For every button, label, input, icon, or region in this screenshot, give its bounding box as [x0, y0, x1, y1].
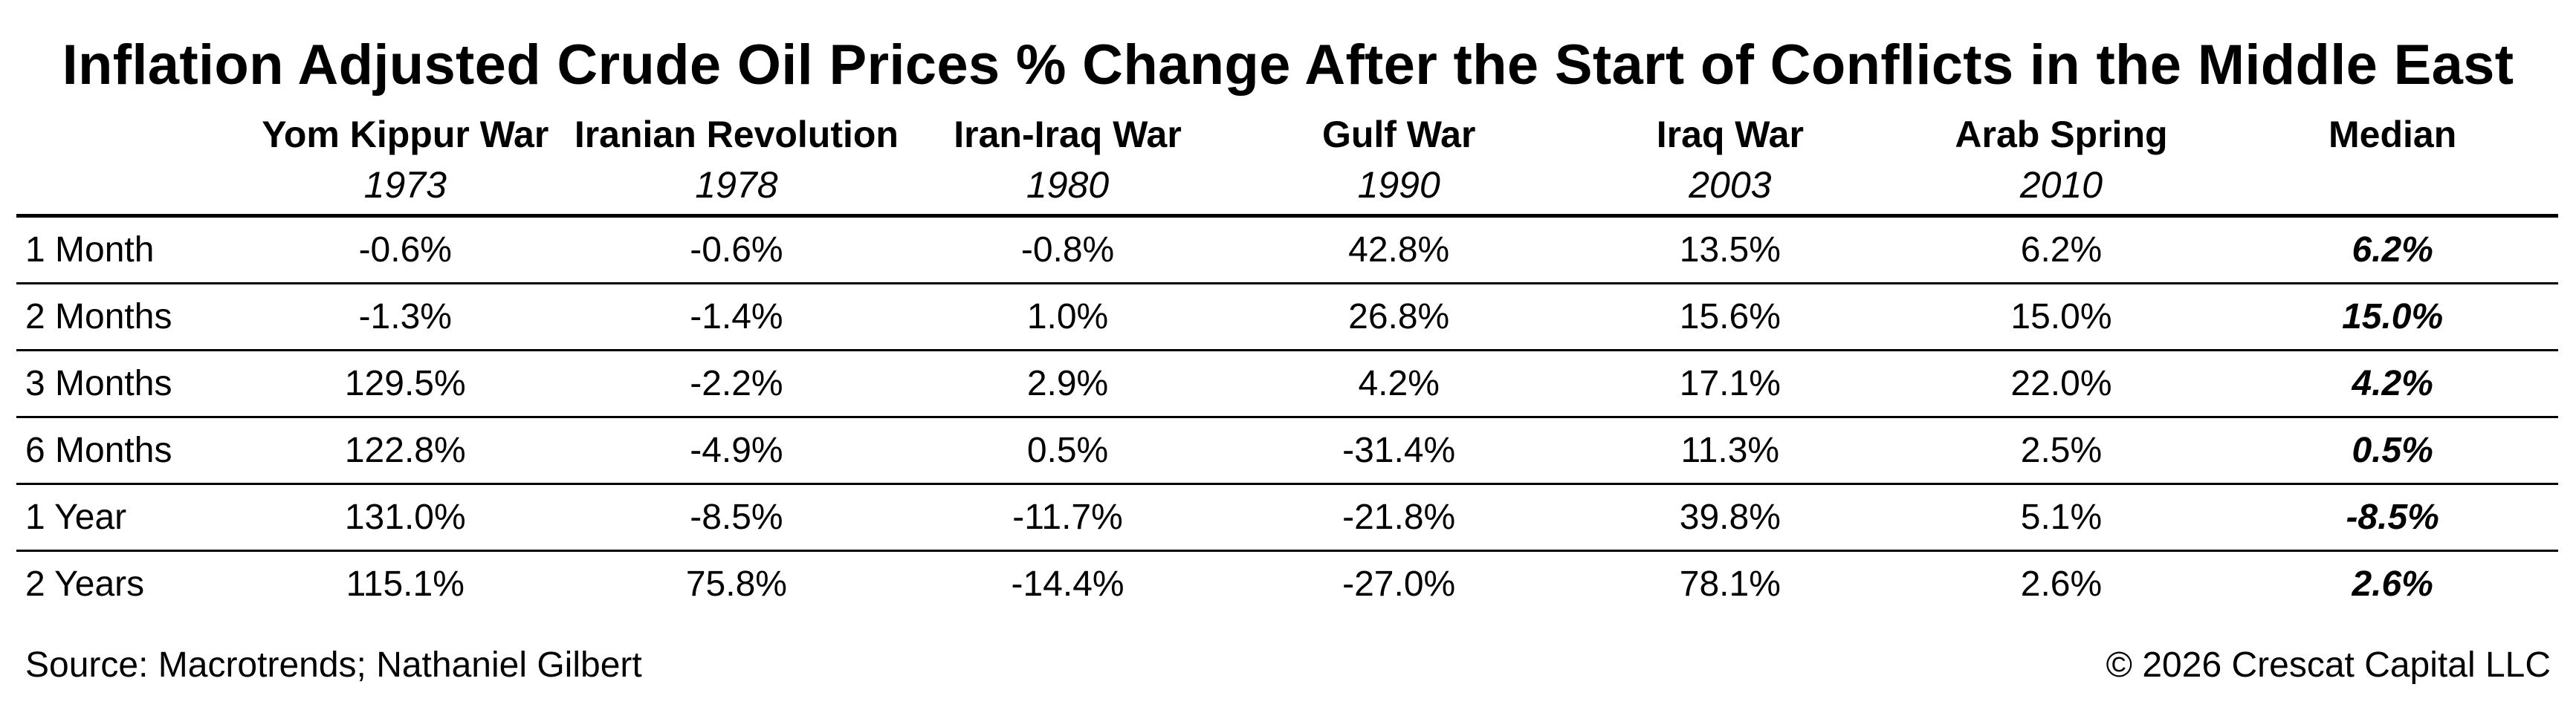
- value-cell: -1.4%: [571, 283, 902, 351]
- value-cell: -27.0%: [1342, 564, 1456, 604]
- table-row: 2 Years 115.1% 75.8% -14.4% -27.0% 78.1% 2.6% 2…: [16, 551, 2558, 617]
- column-header: Iranian Revolution: [574, 114, 899, 155]
- table-row: 3 Months 129.5% -2.2% 2.9% 4.2% 17.1% 22.0% 4.2…: [16, 350, 2558, 418]
- value-cell: 26.8%: [1233, 283, 1564, 351]
- chart-title: Inflation Adjusted Crude Oil Prices % Ch…: [62, 33, 2514, 97]
- data-table: Yom Kippur War Iranian Revolution Iran-I…: [16, 105, 2558, 616]
- row-label: 2 Years: [25, 564, 145, 604]
- column-header-row: Yom Kippur War Iranian Revolution Iran-I…: [16, 105, 2558, 163]
- column-year: [2227, 163, 2558, 218]
- source-note: Source: Macrotrends; Nathaniel Gilbert: [25, 645, 642, 685]
- value-cell: 4.2%: [1233, 350, 1564, 418]
- median-cell: 0.5%: [2227, 417, 2558, 485]
- value-cell: -21.8%: [1233, 484, 1564, 552]
- column-year: 2010: [1895, 163, 2227, 218]
- corner-cell: [16, 163, 240, 218]
- median-cell: 2.6%: [2352, 564, 2433, 604]
- value-cell: -1.3%: [239, 283, 572, 351]
- table-row: 1 Month -0.6% -0.6% -0.8% 42.8% 13.5% 6.2% 6.2%: [16, 215, 2558, 284]
- value-cell: 0.5%: [902, 417, 1234, 485]
- value-cell: -14.4%: [1011, 564, 1124, 604]
- row-label: 2 Months: [16, 283, 240, 351]
- column-header: Median: [2329, 114, 2457, 155]
- column-year: 1990: [1233, 163, 1564, 218]
- value-cell: 6.2%: [1895, 215, 2227, 284]
- table-row: 2 Months -1.3% -1.4% 1.0% 26.8% 15.6% 15.0% 15.…: [16, 283, 2558, 351]
- row-label: 1 Month: [16, 215, 240, 284]
- median-cell: -8.5%: [2227, 484, 2558, 552]
- row-label: 1 Year: [16, 484, 240, 552]
- value-cell: 2.6%: [2020, 564, 2103, 604]
- table-body: 1 Month -0.6% -0.6% -0.8% 42.8% 13.5% 6.2% 6.2%…: [16, 215, 2558, 617]
- table-row: 1 Year 131.0% -8.5% -11.7% -21.8% 39.8% 5.1% -8…: [16, 484, 2558, 552]
- value-cell: -0.8%: [902, 215, 1234, 284]
- column-header: Arab Spring: [1955, 114, 2168, 155]
- value-cell: 17.1%: [1564, 350, 1896, 418]
- median-cell: 15.0%: [2227, 283, 2558, 351]
- corner-cell: [16, 105, 239, 163]
- column-year: 2003: [1564, 163, 1896, 218]
- value-cell: -4.9%: [571, 417, 902, 485]
- value-cell: -0.6%: [571, 215, 902, 284]
- value-cell: 2.5%: [1895, 417, 2227, 485]
- value-cell: 42.8%: [1233, 215, 1564, 284]
- column-header: Yom Kippur War: [262, 114, 549, 155]
- column-year: 1980: [902, 163, 1234, 218]
- value-cell: 15.0%: [1895, 283, 2227, 351]
- table-row: 6 Months 122.8% -4.9% 0.5% -31.4% 11.3% 2.5% 0.…: [16, 417, 2558, 485]
- copyright-note: © 2026 Crescat Capital LLC: [2106, 645, 2551, 685]
- median-cell: 6.2%: [2227, 215, 2558, 284]
- value-cell: -8.5%: [571, 484, 902, 552]
- value-cell: 5.1%: [1895, 484, 2227, 552]
- value-cell: 115.1%: [346, 564, 465, 604]
- value-cell: 1.0%: [902, 283, 1234, 351]
- value-cell: 75.8%: [685, 564, 787, 604]
- value-cell: 15.6%: [1564, 283, 1896, 351]
- value-cell: 13.5%: [1564, 215, 1896, 284]
- value-cell: 122.8%: [239, 417, 572, 485]
- value-cell: -0.6%: [239, 215, 572, 284]
- value-cell: -31.4%: [1233, 417, 1564, 485]
- value-cell: 22.0%: [1895, 350, 2227, 418]
- median-cell: 4.2%: [2227, 350, 2558, 418]
- value-cell: 131.0%: [239, 484, 572, 552]
- column-year: 1978: [571, 163, 902, 218]
- column-header: Iraq War: [1656, 114, 1804, 155]
- column-header: Iran-Iraq War: [954, 114, 1182, 155]
- column-year-row: 1973 1978 1980 1990 2003 2010: [16, 163, 2558, 218]
- column-header: Gulf War: [1321, 114, 1476, 155]
- column-year: 1973: [239, 163, 572, 218]
- row-label: 6 Months: [16, 417, 240, 485]
- value-cell: 11.3%: [1564, 417, 1896, 485]
- value-cell: -11.7%: [902, 484, 1234, 552]
- value-cell: 78.1%: [1679, 564, 1781, 604]
- value-cell: 129.5%: [239, 350, 572, 418]
- value-cell: 39.8%: [1564, 484, 1896, 552]
- value-cell: 2.9%: [902, 350, 1234, 418]
- row-label: 3 Months: [16, 350, 240, 418]
- value-cell: -2.2%: [571, 350, 902, 418]
